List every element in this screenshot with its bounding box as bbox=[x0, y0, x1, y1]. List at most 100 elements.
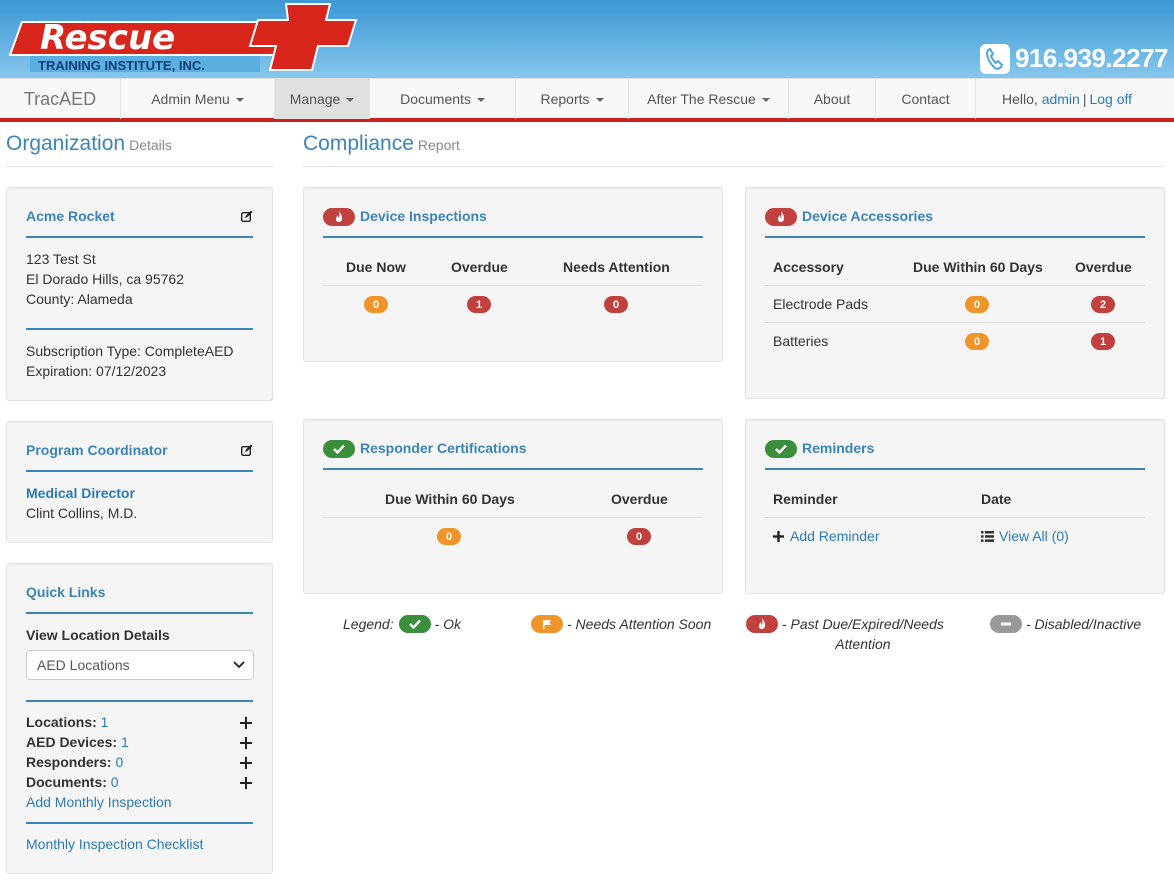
user-link[interactable]: admin bbox=[1041, 91, 1080, 107]
svg-text:Rescue: Rescue bbox=[40, 18, 175, 58]
monthly-inspection-checklist-link[interactable]: Monthly Inspection Checklist bbox=[26, 836, 204, 852]
add-reminder-text: Add Reminder bbox=[790, 528, 880, 544]
nav-reports[interactable]: Reports bbox=[516, 79, 629, 119]
due-now-badge[interactable]: 0 bbox=[364, 296, 388, 313]
minus-icon bbox=[990, 615, 1022, 633]
overdue-badge[interactable]: 1 bbox=[467, 296, 491, 313]
nav-admin-menu[interactable]: Admin Menu bbox=[121, 79, 275, 119]
coordinator-card-header: Program Coordinator bbox=[26, 442, 253, 472]
col-overdue: Overdue bbox=[1075, 259, 1132, 275]
coordinator-card: Program Coordinator Medical Director Cli… bbox=[6, 421, 273, 543]
divider bbox=[6, 166, 273, 167]
plus-icon bbox=[773, 530, 784, 542]
responders-row: Responders: 0 bbox=[26, 752, 123, 772]
phone-icon bbox=[979, 43, 1010, 74]
quick-links-heading: Quick Links bbox=[26, 584, 106, 600]
nav-after-the-rescue[interactable]: After The Rescue bbox=[629, 79, 789, 119]
organization-title: Organization Details bbox=[6, 132, 172, 156]
add-monthly-inspection-link[interactable]: Add Monthly Inspection bbox=[26, 794, 172, 810]
devices-count-link[interactable]: 1 bbox=[120, 734, 129, 750]
device-inspections-card: Device Inspections Due Now Overdue Needs… bbox=[303, 187, 723, 362]
due-badge[interactable]: 0 bbox=[437, 528, 461, 545]
reminders-header: Reminders bbox=[765, 440, 1145, 470]
nav-brand[interactable]: TracAED bbox=[0, 79, 121, 119]
rescue-logo[interactable]: Rescue TRAINING INSTITUTE, INC. bbox=[0, 0, 370, 78]
divider bbox=[26, 700, 253, 702]
overdue-badge[interactable]: 0 bbox=[627, 528, 651, 545]
view-all-link[interactable]: View All (0) bbox=[981, 526, 1069, 546]
main-navbar: TracAED Admin Menu Manage Documents Repo… bbox=[0, 78, 1174, 122]
add-reminder-link[interactable]: Add Reminder bbox=[773, 526, 880, 546]
needs-attention-badge[interactable]: 0 bbox=[604, 296, 628, 313]
col-overdue: Overdue bbox=[611, 491, 668, 507]
phone-number[interactable]: 916.939.2277 bbox=[979, 43, 1169, 74]
caret-down-icon bbox=[761, 98, 770, 102]
legend-past-due: - Past Due/Expired/Needs Attention bbox=[746, 614, 944, 654]
fire-icon bbox=[323, 208, 355, 226]
medical-director-name: Clint Collins, M.D. bbox=[26, 505, 138, 521]
program-coordinator-heading[interactable]: Program Coordinator bbox=[26, 442, 168, 458]
nav-about[interactable]: About bbox=[789, 79, 876, 119]
check-icon bbox=[765, 440, 797, 458]
due-badge[interactable]: 0 bbox=[965, 333, 989, 350]
legend-past-due-line1: - Past Due/Expired/Needs bbox=[782, 616, 944, 632]
legend-past-due-text: - Past Due/Expired/Needs Attention bbox=[782, 614, 944, 654]
overdue-badge[interactable]: 1 bbox=[1091, 333, 1115, 350]
devices-row: AED Devices: 1 bbox=[26, 732, 129, 752]
check-icon bbox=[323, 440, 355, 458]
edit-icon[interactable] bbox=[241, 444, 253, 456]
col-needs-attention: Needs Attention bbox=[563, 259, 670, 275]
responders-count-link[interactable]: 0 bbox=[115, 754, 124, 770]
responder-certifications-heading: Responder Certifications bbox=[360, 440, 527, 456]
divider bbox=[765, 322, 1145, 323]
device-inspections-header: Device Inspections bbox=[323, 208, 703, 238]
due-badge[interactable]: 0 bbox=[965, 296, 989, 313]
locations-label: Locations: bbox=[26, 714, 97, 730]
documents-label: Documents: bbox=[26, 774, 107, 790]
add-device-plus-icon[interactable] bbox=[240, 737, 252, 749]
accessory-name: Electrode Pads bbox=[773, 296, 868, 312]
location-select[interactable]: AED Locations bbox=[26, 650, 254, 680]
select-value: AED Locations bbox=[37, 657, 130, 673]
compliance-title-text: Compliance bbox=[303, 132, 414, 155]
nav-manage[interactable]: Manage bbox=[275, 79, 370, 119]
documents-count-link[interactable]: 0 bbox=[110, 774, 119, 790]
org-name: Acme Rocket bbox=[26, 208, 115, 224]
quick-links-card: Quick Links View Location Details AED Lo… bbox=[6, 563, 273, 874]
locations-count-link[interactable]: 1 bbox=[100, 714, 109, 730]
divider bbox=[26, 822, 253, 824]
caret-down-icon bbox=[595, 98, 604, 102]
nav-label: Documents bbox=[400, 91, 471, 107]
col-reminder: Reminder bbox=[773, 491, 838, 507]
organization-card: Acme Rocket 123 Test St El Dorado Hills,… bbox=[6, 187, 273, 401]
caret-down-icon bbox=[235, 98, 244, 102]
nav-documents[interactable]: Documents bbox=[370, 79, 516, 119]
chevron-down-icon bbox=[233, 661, 245, 669]
overdue-badge[interactable]: 2 bbox=[1091, 296, 1115, 313]
logoff-link[interactable]: Log off bbox=[1089, 91, 1133, 107]
nav-label: Reports bbox=[540, 91, 590, 107]
flag-icon bbox=[531, 615, 563, 633]
col-due-60-days: Due Within 60 Days bbox=[913, 259, 1043, 275]
legend-label: Legend: bbox=[343, 616, 394, 632]
address-line-1: 123 Test St bbox=[26, 251, 96, 267]
add-document-plus-icon[interactable] bbox=[240, 777, 252, 789]
nav-label: After The Rescue bbox=[647, 91, 756, 107]
nav-contact[interactable]: Contact bbox=[876, 79, 976, 119]
col-overdue: Overdue bbox=[451, 259, 508, 275]
edit-icon[interactable] bbox=[241, 210, 253, 222]
fire-icon bbox=[746, 615, 778, 633]
compliance-subtitle: Report bbox=[417, 137, 460, 153]
col-due-now: Due Now bbox=[346, 259, 406, 275]
reminders-heading: Reminders bbox=[802, 440, 875, 456]
col-due-60-days: Due Within 60 Days bbox=[385, 491, 515, 507]
nav-label: About bbox=[813, 91, 851, 107]
county: County: Alameda bbox=[26, 291, 133, 307]
add-responder-plus-icon[interactable] bbox=[240, 757, 252, 769]
divider bbox=[303, 166, 1164, 167]
caret-down-icon bbox=[476, 98, 485, 102]
medical-director-label[interactable]: Medical Director bbox=[26, 485, 135, 501]
devices-label: AED Devices: bbox=[26, 734, 118, 750]
add-location-plus-icon[interactable] bbox=[240, 717, 252, 729]
view-location-label: View Location Details bbox=[26, 627, 170, 643]
